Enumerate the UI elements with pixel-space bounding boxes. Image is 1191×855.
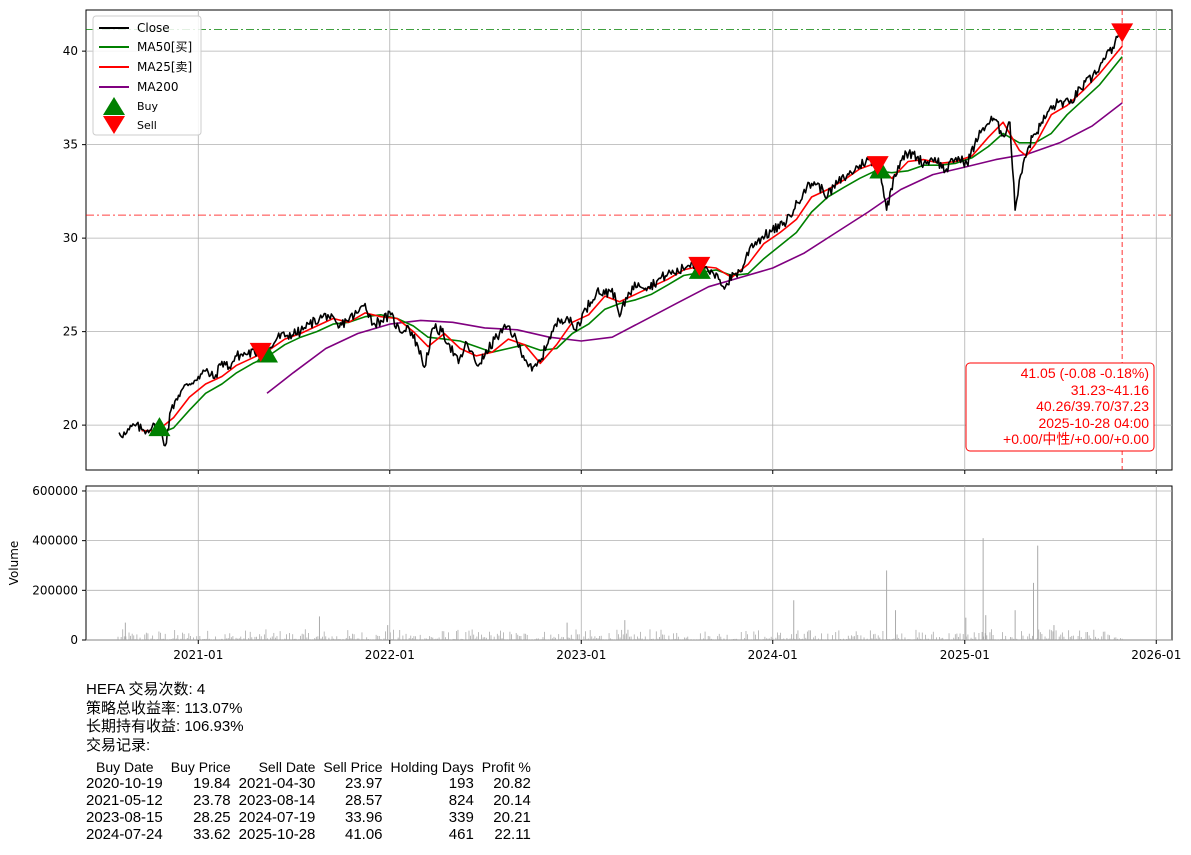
sell-marker bbox=[688, 256, 711, 276]
buy-date: 2023-08-15 bbox=[86, 809, 163, 826]
legend-ma25: MA25[卖] bbox=[137, 60, 192, 74]
x-tick-label: 2025-01 bbox=[940, 648, 990, 662]
x-tick-label: 2026-01 bbox=[1131, 648, 1181, 662]
annotation-line-2: 31.23~41.16 bbox=[1071, 382, 1149, 398]
header-holding-days: Holding Days bbox=[390, 759, 474, 775]
buy-price: 23.78 bbox=[193, 792, 231, 809]
annotation-box: 41.05 (-0.08 -0.18%) 31.23~41.16 40.26/3… bbox=[965, 362, 1155, 452]
series-line-ma25 bbox=[141, 45, 1123, 432]
volume-tick-label: 600000 bbox=[32, 484, 78, 498]
buy-marker bbox=[148, 417, 171, 437]
sell-price: 41.06 bbox=[344, 826, 383, 843]
sell-marker bbox=[866, 156, 889, 176]
table-row: 2023-08-15 28.25 2024-07-19 33.96 339 20… bbox=[86, 809, 535, 826]
volume-axis-label: Volume bbox=[7, 541, 21, 586]
header-profit: Profit % bbox=[481, 759, 531, 775]
series-line-close bbox=[118, 31, 1123, 447]
sell-price: 23.97 bbox=[344, 775, 383, 792]
sell-price: 33.96 bbox=[344, 809, 383, 826]
buy-date: 2020-10-19 bbox=[86, 775, 163, 792]
sell-date: 2021-04-30 bbox=[238, 775, 316, 792]
table-row: 2020-10-19 19.84 2021-04-30 23.97 193 20… bbox=[86, 775, 535, 792]
sell-date: 2025-10-28 bbox=[238, 826, 316, 843]
holding-days: 461 bbox=[448, 826, 474, 843]
profit: 20.14 bbox=[493, 792, 531, 809]
legend-sell-icon bbox=[103, 116, 125, 134]
trade-table-header: Buy Date Buy Price Sell Date Sell Price … bbox=[86, 759, 535, 775]
sell-price: 28.57 bbox=[344, 792, 383, 809]
holding-days: 339 bbox=[448, 809, 474, 826]
price-tick-label: 30 bbox=[63, 231, 78, 245]
sell-marker bbox=[1111, 23, 1134, 43]
sell-date: 2024-07-19 bbox=[238, 809, 316, 826]
legend-ma50: MA50[买] bbox=[137, 40, 192, 54]
buy-hold-return: 长期持有收益: 106.93% bbox=[86, 718, 244, 735]
buy-date: 2024-07-24 bbox=[86, 826, 163, 843]
header-sell-price: Sell Price bbox=[323, 759, 383, 775]
profit: 20.82 bbox=[493, 775, 531, 792]
header-buy-date: Buy Date bbox=[96, 759, 154, 775]
price-tick-label: 25 bbox=[63, 325, 78, 339]
trade-table: Buy Date Buy Price Sell Date Sell Price … bbox=[86, 759, 535, 843]
profit: 22.11 bbox=[494, 826, 531, 843]
header-sell-date: Sell Date bbox=[258, 759, 316, 775]
chart-figure: 20 25 30 35 40 0 200000 400000 600000 2021-01 20… bbox=[7, 9, 1181, 662]
price-tick-label: 40 bbox=[63, 44, 78, 58]
price-tick-label: 20 bbox=[63, 418, 78, 432]
legend-sell: Sell bbox=[137, 119, 157, 132]
trade-count: HEFA 交易次数: 4 bbox=[86, 681, 206, 698]
price-tick-label: 35 bbox=[63, 138, 78, 152]
volume-tick-label: 0 bbox=[70, 633, 78, 647]
volume-tick-label: 400000 bbox=[32, 534, 78, 548]
x-tick-label: 2022-01 bbox=[365, 648, 415, 662]
sell-marker bbox=[249, 342, 272, 362]
legend-close: Close bbox=[137, 21, 170, 35]
strategy-return: 策略总收益率: 113.07% bbox=[86, 699, 243, 717]
x-tick-label: 2021-01 bbox=[173, 648, 223, 662]
legend-buy: Buy bbox=[137, 100, 159, 113]
buy-date: 2021-05-12 bbox=[86, 792, 163, 809]
legend-buy-icon bbox=[103, 97, 125, 115]
x-tick-label: 2024-01 bbox=[748, 648, 798, 662]
trade-log: Buy Date Buy Price Sell Date Sell Price … bbox=[86, 759, 535, 843]
legend: Close MA50[买] MA25[卖] MA200 Buy Sell bbox=[92, 15, 202, 136]
legend-ma200: MA200 bbox=[137, 80, 178, 94]
annotation-line-4: 2025-10-28 04:00 bbox=[1038, 415, 1149, 431]
trade-log-heading: 交易记录: bbox=[86, 736, 151, 754]
header-buy-price: Buy Price bbox=[170, 759, 231, 775]
table-row: 2024-07-24 33.62 2025-10-28 41.06 461 22… bbox=[86, 826, 535, 843]
annotation-line-3: 40.26/39.70/37.23 bbox=[1036, 398, 1149, 414]
series-line-ma50 bbox=[159, 56, 1123, 435]
buy-price: 33.62 bbox=[193, 826, 231, 843]
annotation-line-5: +0.00/中性/+0.00/+0.00 bbox=[1003, 431, 1149, 447]
holding-days: 824 bbox=[448, 792, 474, 809]
strategy-stats: HEFA 交易次数: 4 策略总收益率: 113.07% 长期持有收益: 106… bbox=[86, 681, 244, 755]
buy-price: 28.25 bbox=[193, 809, 231, 826]
buy-price: 19.84 bbox=[193, 775, 231, 792]
holding-days: 193 bbox=[448, 775, 474, 792]
volume-plot-area bbox=[85, 485, 1173, 641]
annotation-line-1: 41.05 (-0.08 -0.18%) bbox=[1021, 365, 1149, 381]
sell-date: 2023-08-14 bbox=[238, 792, 316, 809]
table-row: 2021-05-12 23.78 2023-08-14 28.57 824 20… bbox=[86, 792, 535, 809]
volume-tick-label: 200000 bbox=[32, 583, 78, 597]
x-tick-label: 2023-01 bbox=[556, 648, 606, 662]
profit: 20.21 bbox=[493, 809, 531, 826]
